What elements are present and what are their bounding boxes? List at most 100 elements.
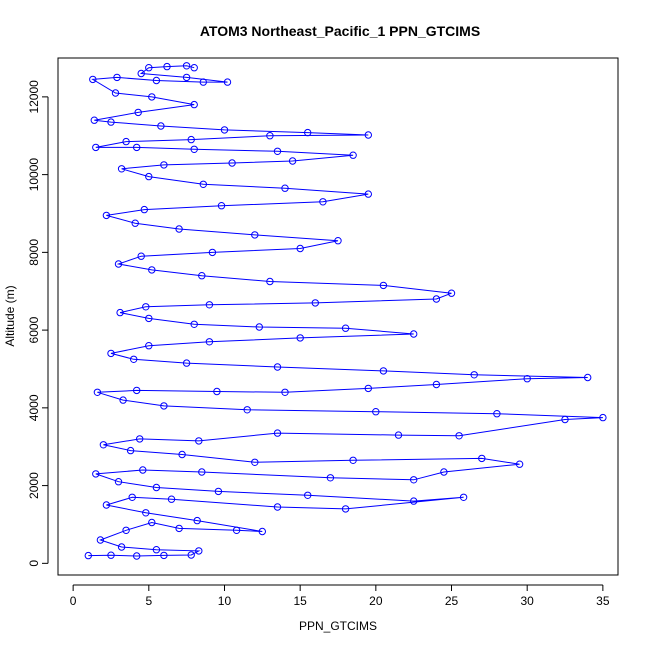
data-point <box>447 289 456 297</box>
x-axis: 0 5 10 15 20 25 30 35 <box>70 584 610 608</box>
data-point <box>273 363 282 371</box>
data-point <box>167 495 176 503</box>
data-point <box>99 441 108 449</box>
data-point <box>90 116 99 124</box>
y-tick-label: 4000 <box>27 394 41 421</box>
chart-title: ATOM3 Northeast_Pacific_1 PPN_GTCIMS <box>200 23 480 39</box>
data-point <box>148 266 156 274</box>
data-point <box>199 78 208 86</box>
data-point <box>281 388 289 396</box>
data-point <box>133 386 141 395</box>
data-point <box>334 237 342 245</box>
x-tick-label: 0 <box>70 594 77 608</box>
data-point <box>145 172 153 181</box>
data-point <box>478 454 486 463</box>
x-tick-label: 10 <box>218 594 232 608</box>
data-point <box>107 118 115 126</box>
data-point <box>364 384 372 393</box>
data-layer <box>84 62 607 560</box>
data-point <box>182 73 191 82</box>
data-point <box>326 474 335 482</box>
data-point <box>198 468 206 476</box>
data-point <box>142 303 150 311</box>
data-point <box>137 69 145 78</box>
data-point <box>455 432 463 440</box>
data-point <box>266 132 274 140</box>
data-point <box>122 137 130 146</box>
data-point <box>243 406 251 414</box>
data-point <box>130 355 138 363</box>
y-tick-label: 2000 <box>27 472 41 499</box>
data-point <box>190 64 198 72</box>
data-point <box>232 526 241 534</box>
data-point <box>114 478 123 486</box>
data-point <box>142 509 150 517</box>
data-point <box>126 446 135 455</box>
data-point <box>140 205 149 214</box>
data-point <box>163 62 171 71</box>
data-point <box>111 89 120 97</box>
data-point <box>364 190 372 198</box>
data-point <box>273 429 282 437</box>
data-point <box>117 165 126 173</box>
data-point <box>190 100 198 109</box>
data-point <box>311 299 319 307</box>
data-point <box>152 546 161 554</box>
data-point <box>131 219 139 227</box>
data-point <box>122 526 130 534</box>
data-point <box>410 330 418 338</box>
y-tick-label: 10000 <box>27 158 41 192</box>
data-point <box>599 413 607 422</box>
data-point <box>258 527 266 536</box>
x-tick-label: 25 <box>445 594 459 608</box>
data-point <box>107 551 115 559</box>
data-point <box>296 244 304 253</box>
data-point <box>133 143 141 152</box>
data-point <box>561 415 569 424</box>
data-point <box>190 145 198 154</box>
data-point <box>304 128 312 137</box>
y-tick-label: 6000 <box>27 316 41 343</box>
data-point <box>182 62 191 70</box>
y-tick-label: 12000 <box>27 80 41 114</box>
data-point <box>187 551 195 559</box>
x-tick-label: 30 <box>521 594 535 608</box>
data-point <box>193 516 201 525</box>
data-point <box>116 308 124 317</box>
data-point <box>296 334 304 342</box>
data-point <box>220 126 229 134</box>
x-tick-label: 35 <box>596 594 610 608</box>
data-point <box>364 131 372 139</box>
data-point <box>148 518 156 527</box>
data-point <box>341 324 350 332</box>
y-axis: 0 2000 4000 6000 8000 10000 12000 <box>27 80 49 567</box>
data-point <box>160 161 168 169</box>
data-point <box>84 551 93 560</box>
data-point <box>128 493 136 501</box>
data-point <box>93 388 102 396</box>
data-point <box>394 431 403 439</box>
data-point <box>114 260 123 268</box>
data-point <box>372 408 380 416</box>
data-point <box>148 93 156 101</box>
data-point <box>157 122 165 130</box>
data-point <box>205 338 214 346</box>
data-point <box>195 437 203 445</box>
data-point <box>432 295 441 303</box>
plot-frame <box>57 57 619 576</box>
data-point <box>584 373 592 382</box>
data-point <box>273 503 282 511</box>
data-point <box>182 359 191 367</box>
y-axis-label: Altitude (m) <box>3 285 17 346</box>
data-point <box>117 543 126 551</box>
data-point <box>190 320 198 328</box>
data-point <box>349 151 357 159</box>
data-point <box>175 524 183 533</box>
data-point <box>281 184 289 192</box>
data-point <box>273 147 282 156</box>
data-point <box>139 466 147 474</box>
data-point <box>223 78 232 86</box>
data-point <box>102 211 111 220</box>
data-point <box>92 470 100 478</box>
data-point <box>145 314 153 323</box>
